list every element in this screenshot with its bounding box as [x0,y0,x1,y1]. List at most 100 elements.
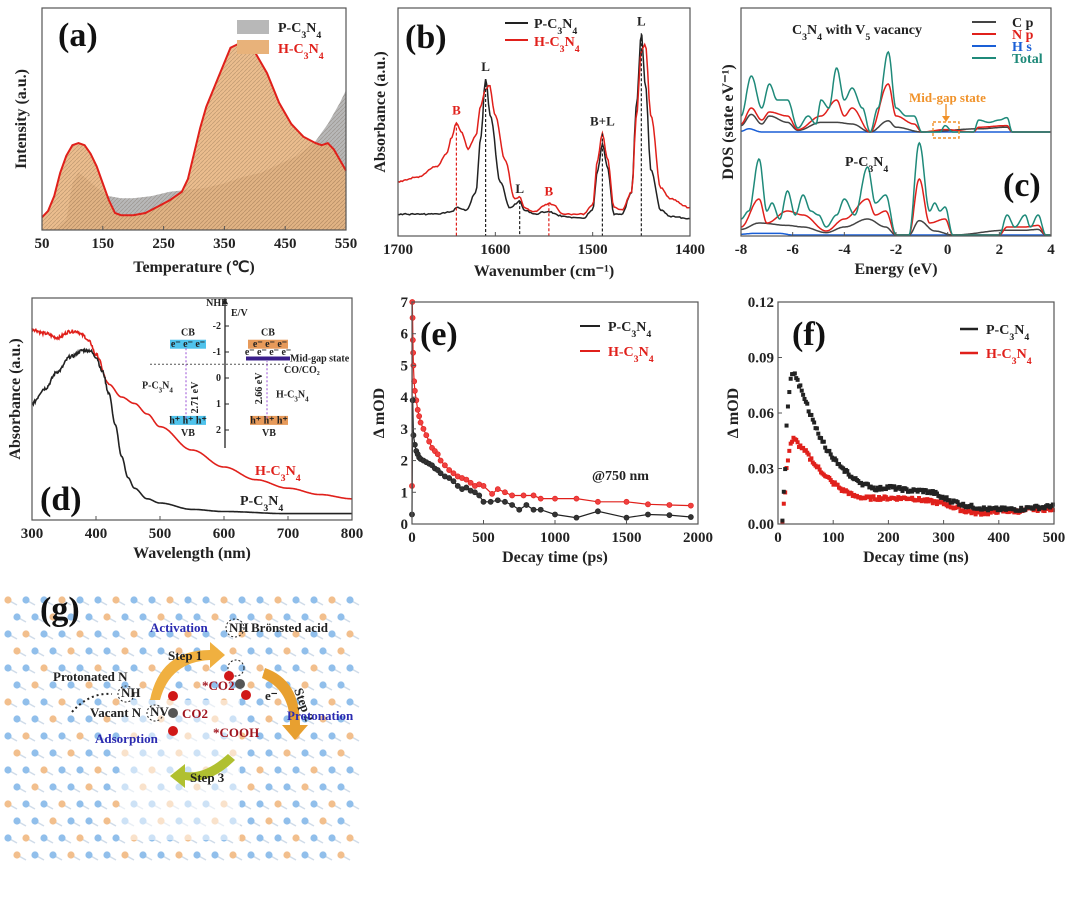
lattice-atom [193,681,201,689]
data-point-h-c3n4 [463,476,470,483]
lattice-atom [49,749,57,757]
lattice-atom [319,749,327,757]
lattice-atom [121,613,129,621]
legend-label-h: H-C3N4 [534,35,580,55]
lattice-atom [130,630,138,638]
data-point-h-c3n4 [871,494,876,499]
lattice-atom [337,681,345,689]
lattice-atom [13,715,21,723]
data-point-h-c3n4 [832,480,837,485]
lattice-atom [337,851,345,859]
data-point-p-c3n4 [472,489,478,496]
data-point-h-c3n4 [838,486,843,491]
p-holes: h⁺ h⁺ h⁺ [169,415,207,426]
data-point-p-c3n4 [859,480,864,485]
data-point-h-c3n4 [827,475,832,480]
lattice-atom [85,783,93,791]
lattice-atom [76,732,84,740]
data-point-h-c3n4 [816,464,821,469]
lattice-atom [139,681,147,689]
lattice-atom [175,681,183,689]
lattice-atom [49,647,57,655]
lattice-atom [40,834,48,842]
lattice-atom [103,749,111,757]
lattice-atom [148,664,156,672]
lattice-atom [4,834,12,842]
x-tick-label: 500 [1043,530,1066,546]
data-point-h-c3n4 [995,510,1000,515]
panel-label: (e) [420,316,458,353]
lattice-atom [283,715,291,723]
data-point-p-c3n4 [812,420,817,425]
lattice-atom [238,766,246,774]
protonated-n-text: NH [121,685,141,700]
data-point-p-c3n4 [932,491,937,496]
data-point-p-c3n4 [1042,506,1047,511]
lattice-atom [139,613,147,621]
lattice-atom [40,664,48,672]
lattice-atom [292,596,300,604]
area-h-hatch [42,43,346,231]
lattice-atom [265,681,273,689]
lattice-atom [103,783,111,791]
lattice-atom [292,664,300,672]
lattice-atom [22,766,30,774]
lattice-atom [4,664,12,672]
lattice-atom [301,783,309,791]
y-axis-label-group: Δ mOD [371,388,388,438]
panel-d: H-C3N4 P-C3N4 300 400 500 600 700 800 Wavelength… [7,297,363,562]
data-point-p-c3n4 [792,371,797,376]
y-tick-label: 1 [401,485,409,501]
data-point-h-c3n4 [520,492,527,499]
lattice-atom [346,630,354,638]
data-point-p-c3n4 [409,397,416,404]
lattice-atom [94,732,102,740]
lattice-atom [49,681,57,689]
cooh-label: *COOH [213,725,259,740]
data-point-p-c3n4 [998,508,1003,513]
data-point-p-c3n4 [955,500,960,505]
data-point-p-c3n4 [961,501,966,506]
ev-label: E/V [231,308,248,319]
lattice-atom [40,596,48,604]
data-point-h-c3n4 [509,492,515,499]
lattice-atom [238,800,246,808]
y-axis-label-group: Absorbance (a.u.) [372,51,389,172]
y-tick-label: 4 [401,390,409,406]
lattice-atom [94,664,102,672]
x-tick-label: 0 [408,530,416,546]
lattice-atom [85,715,93,723]
lattice-atom [256,834,264,842]
dos-line-total [740,50,1051,133]
data-point-p-c3n4 [780,518,785,523]
lattice-atom [31,851,39,859]
data-point-h-c3n4 [817,467,822,472]
lattice-atom [301,817,309,825]
proton-hop-arrow [71,692,113,713]
series-label-h: H-C3N4 [255,464,301,484]
x-tick-label: 550 [335,236,358,252]
step2-arrow [262,668,308,740]
lattice-atom [13,749,21,757]
lattice-atom [112,630,120,638]
legend-label-p: P-C3N4 [534,17,577,37]
x-tick-label: 50 [35,236,50,252]
data-point-p-c3n4 [516,506,523,513]
data-point-p-c3n4 [788,376,793,381]
x-tick-label: 1400 [675,242,705,258]
lattice-atom [310,766,318,774]
data-point-h-c3n4 [881,496,886,501]
lattice-atom [4,596,12,604]
lattice-atom [319,783,327,791]
data-point-h-c3n4 [809,456,814,461]
panel-b: B L L B B+L L 1700 1600 1500 1400 Wavenumber (cm⁻¹… [372,7,705,280]
lattice-atom [247,613,255,621]
lattice-atom [4,698,12,706]
data-point-p-c3n4 [947,498,952,503]
peak-annotation: B [452,103,461,118]
lattice-atom [49,613,57,621]
h-holes: h⁺ h⁺ h⁺ [250,415,288,426]
data-point-p-c3n4 [878,484,883,489]
lattice-atom [283,647,291,655]
